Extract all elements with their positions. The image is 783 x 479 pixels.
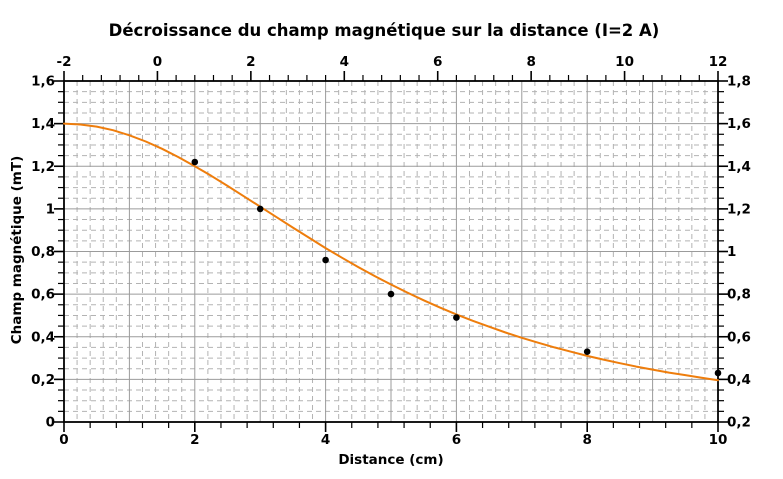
svg-text:0,2: 0,2 (727, 415, 751, 431)
svg-text:6: 6 (452, 432, 461, 448)
svg-text:10: 10 (709, 432, 728, 448)
svg-text:8: 8 (582, 432, 591, 448)
axis-tick-labels: 0 2 4 6 8 10 -2 0 2 4 6 8 10 12 0 0,2 0,4 0,6 0,8 1 1,2 1,4 1,… (31, 54, 751, 448)
svg-text:4: 4 (340, 54, 349, 70)
svg-text:0,6: 0,6 (727, 329, 751, 345)
grid-major (64, 81, 718, 422)
svg-text:0: 0 (46, 415, 55, 431)
data-points (191, 158, 722, 377)
svg-text:0,2: 0,2 (31, 372, 55, 388)
svg-text:0,8: 0,8 (31, 244, 55, 260)
svg-text:1,6: 1,6 (727, 116, 751, 132)
svg-text:1,2: 1,2 (727, 201, 751, 217)
svg-text:1,2: 1,2 (31, 159, 55, 175)
svg-text:0,8: 0,8 (727, 287, 751, 303)
svg-text:0,4: 0,4 (31, 329, 55, 345)
svg-text:1,4: 1,4 (31, 116, 55, 132)
svg-text:1,8: 1,8 (727, 74, 751, 90)
x-axis-title: Distance (cm) (338, 452, 444, 468)
svg-text:0,6: 0,6 (31, 287, 55, 303)
svg-text:1: 1 (727, 244, 736, 260)
svg-text:-2: -2 (57, 54, 72, 70)
chart-title: Décroissance du champ magnétique sur la … (108, 21, 660, 40)
svg-text:8: 8 (526, 54, 535, 70)
svg-text:0: 0 (153, 54, 162, 70)
svg-text:2: 2 (190, 432, 199, 448)
svg-text:6: 6 (433, 54, 442, 70)
axis-ticks (54, 71, 728, 432)
svg-text:1,6: 1,6 (31, 74, 55, 90)
model-curve (63, 122, 719, 382)
svg-text:2: 2 (246, 54, 255, 70)
svg-text:4: 4 (321, 432, 330, 448)
svg-text:0,4: 0,4 (727, 372, 751, 388)
svg-text:12: 12 (709, 54, 728, 70)
svg-text:1: 1 (46, 201, 55, 217)
svg-text:1,4: 1,4 (727, 159, 751, 175)
svg-text:0: 0 (59, 432, 68, 448)
svg-text:10: 10 (615, 54, 634, 70)
